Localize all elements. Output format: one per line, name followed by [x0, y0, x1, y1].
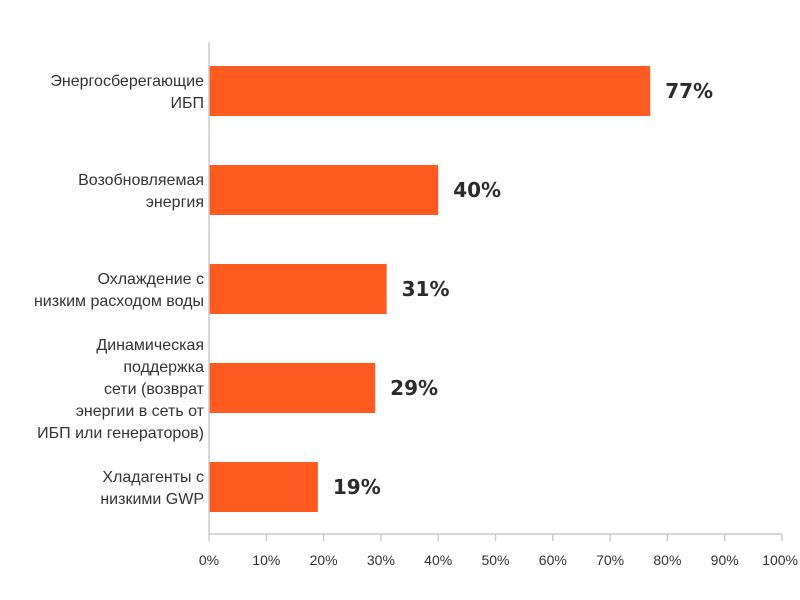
- x-tick-label-0: 0%: [199, 552, 219, 568]
- category-label-3-line-2: сети (возврат: [104, 381, 205, 398]
- bar-1: [209, 165, 439, 215]
- x-tick-label-9: 90%: [711, 552, 739, 568]
- value-label-4: 19%: [333, 475, 381, 499]
- x-tick-label-8: 80%: [653, 552, 681, 568]
- category-label-2: Охлаждение с низким расходом воды: [34, 271, 204, 310]
- x-tick-label-7: 70%: [596, 552, 624, 568]
- category-label-1-line-1: энергия: [146, 194, 204, 211]
- category-label-3-line-1: поддержка: [123, 359, 204, 376]
- category-label-0: Энергосберегающие ИБП: [50, 73, 204, 112]
- value-label-1: 40%: [453, 178, 501, 202]
- value-label-0: 77%: [665, 79, 713, 103]
- x-tick-label-4: 40%: [424, 552, 452, 568]
- x-tick-label-10: 100%: [762, 552, 798, 568]
- category-label-4: Хладагенты с низкими GWP: [100, 469, 204, 508]
- bar-3: [209, 363, 376, 413]
- value-label-3: 29%: [390, 376, 438, 400]
- category-label-4-line-0: Хладагенты с: [102, 469, 204, 486]
- category-label-1-line-0: Возобновляемая: [78, 172, 204, 189]
- labels-layer: 77% Энергосберегающие ИБП 40% Возобновляемая…: [34, 73, 713, 508]
- bar-4: [209, 462, 318, 512]
- axis-layer: 0% 10% 20% 30% 40% 50% 60% 70% 80% 90% 100%: [199, 42, 798, 568]
- x-tick-label-5: 50%: [481, 552, 509, 568]
- category-label-3-line-0: Динамическая: [96, 337, 204, 354]
- x-tick-label-1: 10%: [252, 552, 280, 568]
- x-tick-label-2: 20%: [310, 552, 338, 568]
- x-tick-label-3: 30%: [367, 552, 395, 568]
- category-label-0-line-1: ИБП: [171, 95, 205, 112]
- x-tick-label-6: 60%: [539, 552, 567, 568]
- category-label-1: Возобновляемая энергия: [78, 172, 204, 211]
- category-label-2-line-1: низким расходом воды: [34, 293, 204, 310]
- category-label-4-line-1: низкими GWP: [100, 491, 204, 508]
- category-label-2-line-0: Охлаждение с: [97, 271, 204, 288]
- category-label-3-line-4: ИБП или генераторов): [37, 425, 204, 442]
- bar-0: [209, 66, 651, 116]
- category-label-3-line-3: энергии в сеть от: [76, 403, 205, 420]
- value-label-2: 31%: [402, 277, 450, 301]
- category-label-3: Динамическая поддержка сети (возврат энерги…: [37, 337, 205, 442]
- bar-2: [209, 264, 387, 314]
- bars-layer: [209, 66, 651, 512]
- category-label-0-line-0: Энергосберегающие: [50, 73, 204, 90]
